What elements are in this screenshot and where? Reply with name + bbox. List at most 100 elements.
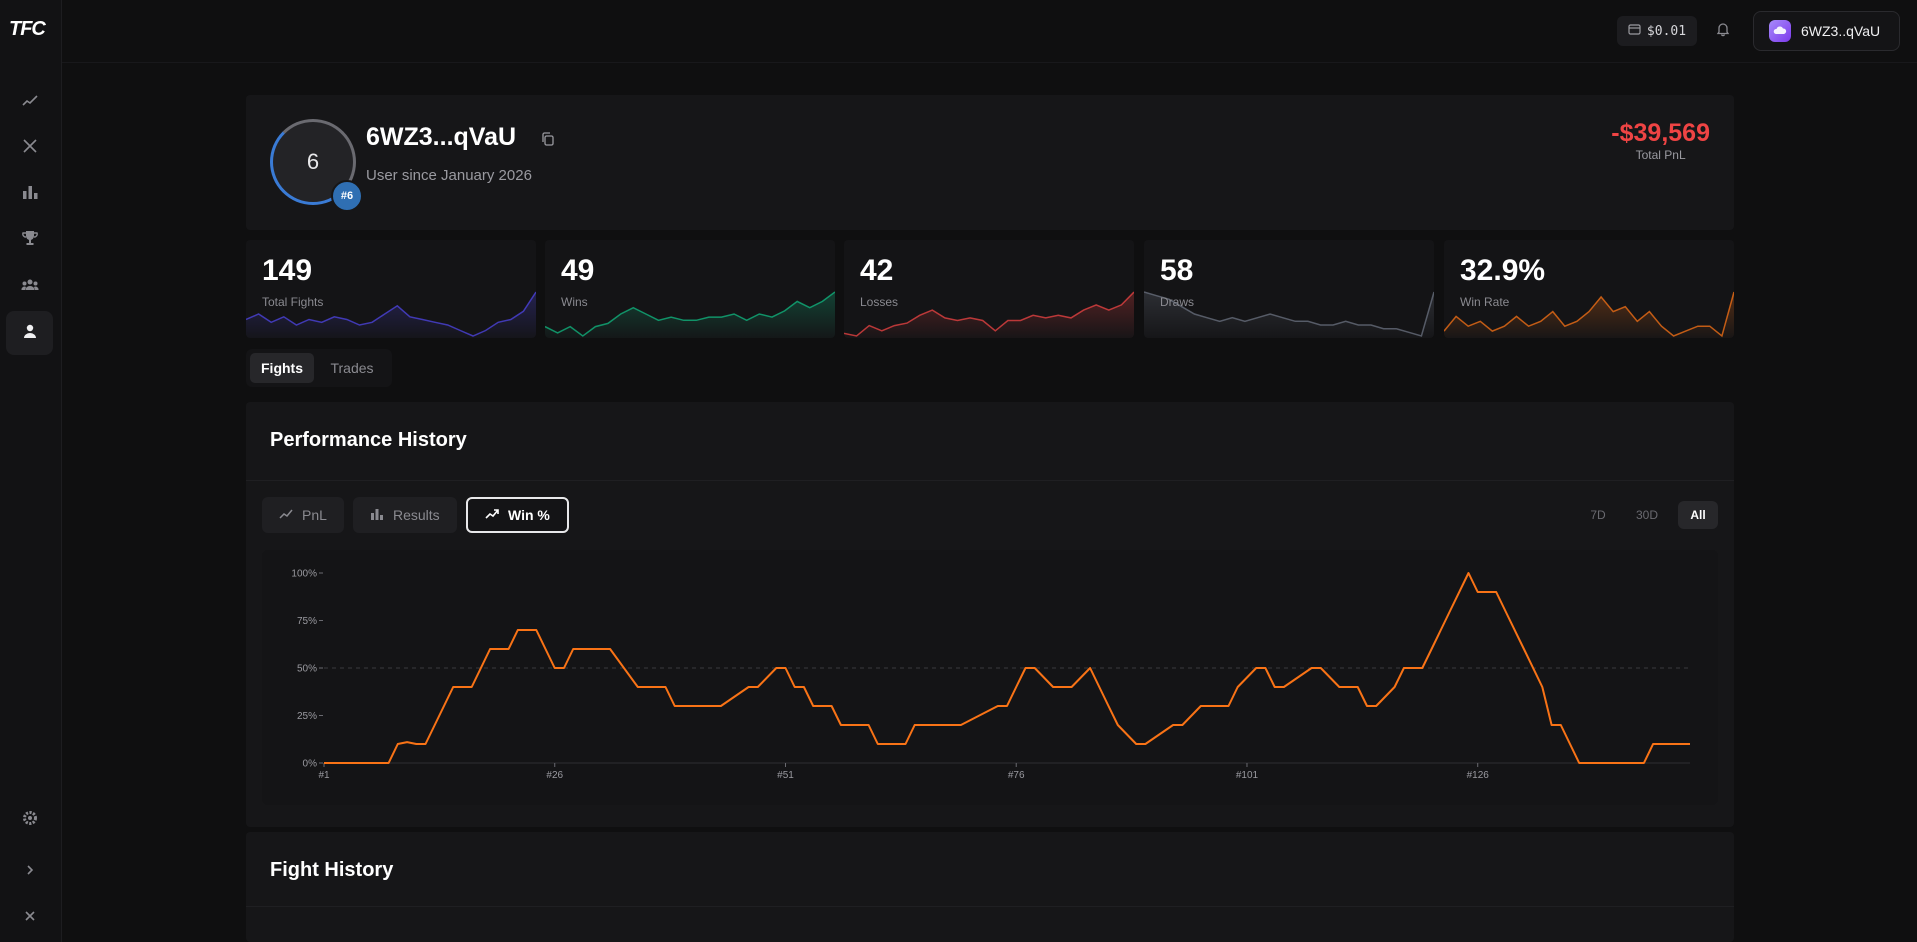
- copy-address-button[interactable]: [540, 131, 556, 152]
- performance-history-title: Performance History: [270, 429, 467, 451]
- bell-icon: [1715, 21, 1731, 42]
- win-percent-chart-svg: 0% 25% 50% 75% 100% #1 #26 #51 #76 #101 #126: [291, 569, 1690, 781]
- fight-history-title: Fight History: [270, 859, 394, 881]
- stat-label: Draws: [1160, 295, 1195, 309]
- gear-icon: [21, 809, 39, 832]
- sidebar-item-stats[interactable]: [6, 172, 53, 216]
- stat-card-draws: 58 Draws: [1144, 240, 1434, 338]
- x-tick-label: #76: [1008, 770, 1025, 781]
- user-menu-button[interactable]: 6WZ3..qVaU: [1753, 11, 1900, 51]
- stat-card-losses: 42 Losses: [844, 240, 1134, 338]
- stat-label: Losses: [860, 295, 899, 309]
- user-icon: [21, 322, 39, 345]
- sparkline-area: [545, 292, 835, 338]
- total-fights-sparkline: [246, 291, 536, 338]
- sidebar-item-profile[interactable]: [6, 311, 53, 355]
- sparkline-area: [844, 292, 1134, 338]
- copy-icon: [540, 132, 556, 151]
- x-tick-label: #51: [777, 770, 794, 781]
- stat-value: 149: [262, 254, 313, 287]
- user-menu-label: 6WZ3..qVaU: [1801, 23, 1881, 39]
- stat-card-wins: 49 Wins: [545, 240, 835, 338]
- stat-card-win-rate: 32.9% Win Rate: [1444, 240, 1734, 338]
- stat-value: 42: [860, 254, 894, 287]
- user-since: User since January 2026: [366, 167, 532, 184]
- close-sidebar-button[interactable]: [6, 896, 53, 940]
- win-rate-sparkline: [1444, 291, 1734, 338]
- y-tick-label: 0%: [303, 759, 318, 770]
- total-pnl: -$39,569 Total PnL: [1611, 119, 1710, 162]
- users-icon: [20, 276, 39, 299]
- profile-card: 6 #6 6WZ3...qVaU User since January 2026…: [246, 95, 1734, 230]
- stat-value: 32.9%: [1460, 254, 1546, 287]
- chart-tab-label: Win %: [508, 507, 550, 523]
- range-tab-30d[interactable]: 30D: [1635, 508, 1658, 522]
- wallet-balance: $0.01: [1646, 23, 1687, 39]
- wallet-balance-button[interactable]: $0.01: [1617, 16, 1697, 46]
- stat-label: Win Rate: [1460, 295, 1510, 309]
- y-tick-label: 50%: [297, 664, 317, 675]
- fight-history-panel: Fight History: [246, 832, 1734, 942]
- range-tab-all[interactable]: All: [1678, 501, 1718, 529]
- profile-name: 6WZ3...qVaU: [366, 123, 517, 151]
- line-chart-icon: [21, 92, 39, 115]
- wins-sparkline: [545, 291, 835, 338]
- sidebar-item-leaderboard[interactable]: [6, 218, 53, 262]
- y-tick-label: 25%: [297, 711, 317, 722]
- chart-tab-win-percent[interactable]: Win %: [466, 497, 569, 533]
- x-tick-label: #1: [318, 770, 330, 781]
- expand-sidebar-button[interactable]: [6, 850, 53, 894]
- chart-tab-pnl[interactable]: PnL: [262, 497, 344, 533]
- stat-card-total-fights: 149 Total Fights: [246, 240, 536, 338]
- crossed-swords-icon: [21, 137, 39, 160]
- chart-tab-label: PnL: [302, 507, 327, 523]
- line-chart-icon: [279, 507, 293, 524]
- sidebar-item-fights[interactable]: [6, 126, 53, 170]
- chevron-right-icon: [23, 863, 37, 882]
- sparkline-line: [1444, 291, 1734, 338]
- notifications-button[interactable]: [1711, 19, 1735, 43]
- user-avatar: [1769, 20, 1791, 42]
- total-pnl-value: -$39,569: [1611, 119, 1710, 147]
- sidebar-item-trading[interactable]: [6, 81, 53, 125]
- tab-trades[interactable]: Trades: [330, 360, 374, 376]
- total-pnl-label: Total PnL: [1635, 148, 1686, 162]
- win-percent-line: [324, 572, 1690, 764]
- x-tick-label: #126: [1467, 770, 1490, 781]
- stat-value: 58: [1160, 254, 1194, 287]
- performance-history-panel: Performance History PnL Results Win % 7D…: [246, 402, 1734, 827]
- trending-up-icon: [485, 507, 499, 524]
- sparkline-line: [545, 291, 835, 337]
- sparkline-line: [246, 291, 536, 337]
- y-tick-label: 100%: [291, 569, 317, 580]
- stat-label: Wins: [561, 295, 588, 309]
- sidebar-item-community[interactable]: [6, 265, 53, 309]
- win-percent-chart: 0% 25% 50% 75% 100% #1 #26 #51 #76 #101 #126: [262, 550, 1718, 805]
- y-tick-label: 75%: [297, 616, 317, 627]
- close-icon: [23, 909, 37, 928]
- app-logo[interactable]: TFC: [9, 18, 46, 40]
- sparkline-line: [1144, 291, 1434, 337]
- stat-label: Total Fights: [262, 295, 324, 309]
- bar-chart-icon: [370, 507, 384, 524]
- losses-sparkline: [844, 291, 1134, 338]
- divider: [246, 480, 1734, 481]
- avatar-letter: 6: [306, 149, 320, 174]
- sparkline-line: [844, 291, 1134, 337]
- mode-tabs: Fights Trades: [246, 349, 392, 387]
- sparkline-area: [1144, 292, 1434, 338]
- settings-button[interactable]: [6, 798, 53, 842]
- chart-tab-results[interactable]: Results: [353, 497, 457, 533]
- range-tab-7d[interactable]: 7D: [1590, 508, 1606, 522]
- topbar: [62, 0, 1917, 63]
- tab-fights[interactable]: Fights: [250, 353, 314, 383]
- bar-chart-icon: [21, 183, 39, 206]
- draws-sparkline: [1144, 291, 1434, 338]
- wallet-icon: [1628, 23, 1641, 40]
- trophy-icon: [21, 229, 39, 252]
- stat-value: 49: [561, 254, 595, 287]
- cloud-icon: [1773, 26, 1787, 34]
- x-tick-label: #26: [546, 770, 563, 781]
- chart-tab-label: Results: [393, 507, 440, 523]
- rank-badge: #6: [331, 180, 363, 212]
